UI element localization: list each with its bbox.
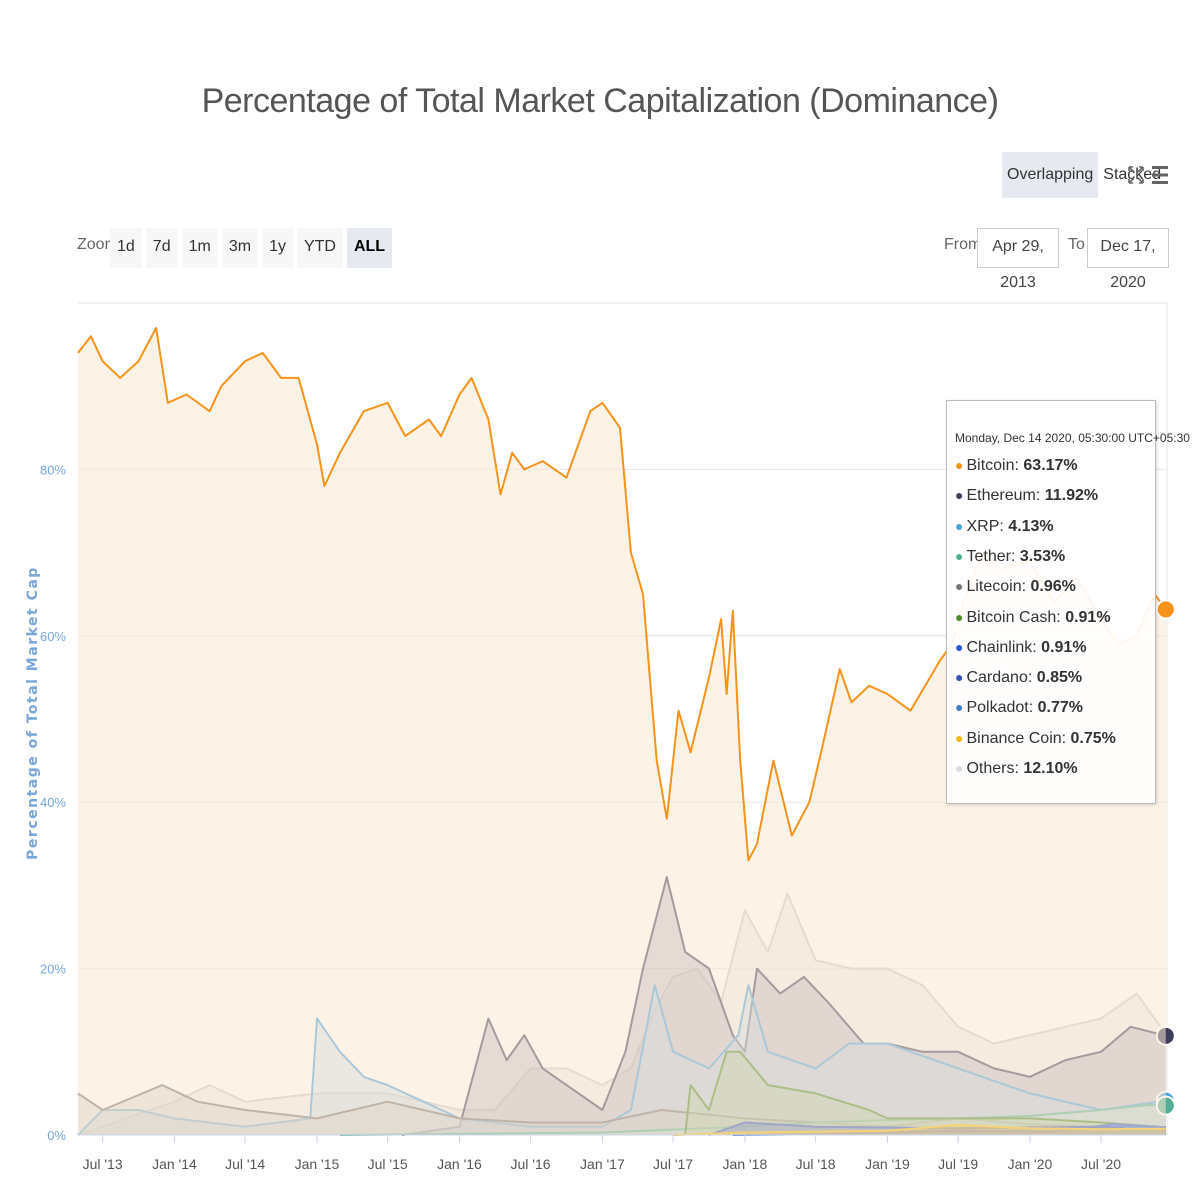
x-tick-label: Jan '18: [723, 1156, 768, 1172]
zoom-button-group: 1d 7d 1m 3m 1y YTD ALL: [110, 228, 393, 268]
tooltip-row: ● Ethereum: 11.92%: [955, 487, 1098, 505]
series-dot-icon: ●: [955, 669, 964, 686]
tooltip-row: ● Others: 12.10%: [955, 760, 1078, 778]
stacked-button[interactable]: Stacked: [1103, 166, 1162, 183]
tooltip-series-value: 0.85%: [1036, 669, 1083, 687]
tooltip-row: ● Bitcoin Cash: 0.91%: [955, 609, 1111, 627]
tooltip-series-value: 0.91%: [1041, 638, 1087, 656]
x-tick-label: Jul '17: [653, 1156, 693, 1172]
zoom-7d-button[interactable]: 7d: [145, 228, 178, 268]
series-dot-icon: ●: [955, 638, 964, 655]
y-tick-label: 40%: [40, 795, 66, 810]
series-dot-icon: ●: [955, 487, 964, 504]
series-dot-icon: ●: [955, 608, 964, 625]
tooltip-row: ● Litecoin: 0.96%: [955, 578, 1076, 596]
x-tick-label: Jul '13: [83, 1156, 123, 1172]
tooltip-series-name: Chainlink:: [966, 638, 1042, 656]
tooltip-series-value: 0.96%: [1030, 578, 1076, 596]
series-dot-icon: ●: [955, 578, 964, 595]
zoom-1y-button[interactable]: 1y: [262, 228, 293, 268]
y-tick-label: 20%: [40, 962, 66, 977]
tooltip-series-name: XRP:: [966, 517, 1009, 535]
fullscreen-icon[interactable]: [1126, 162, 1146, 188]
axes: 0% 20% 40% 60% 80% Jul '13 Jan '14 Jul '14 Jan '…: [40, 462, 1167, 1172]
tooltip-series-value: 0.77%: [1037, 699, 1083, 717]
y-tick-label: 60%: [40, 629, 66, 644]
series-dot-icon: ●: [955, 547, 964, 564]
series-dot-icon: ●: [955, 517, 964, 534]
tooltip-series-name: Polkadot:: [966, 699, 1038, 717]
tooltip-row: ● XRP: 4.13%: [955, 518, 1054, 536]
to-label: To: [1068, 236, 1085, 253]
tooltip-row: ● Bitcoin: 63.17%: [955, 457, 1078, 475]
x-tick-label: Jul '15: [368, 1156, 408, 1172]
bitcoin-area: [78, 328, 1166, 1135]
x-tick-label: Jul '14: [225, 1156, 265, 1172]
from-date-input[interactable]: Apr 29, 2013: [977, 228, 1059, 291]
series-dot-icon: ●: [955, 729, 964, 746]
chart-title: Percentage of Total Market Capitalizatio…: [201, 82, 999, 120]
zoom-3m-button[interactable]: 3m: [221, 228, 259, 268]
x-tick-label: Jan '19: [865, 1156, 910, 1172]
tooltip-row: ● Cardano: 0.85%: [955, 669, 1082, 687]
y-tick-label: 0%: [47, 1128, 66, 1143]
tooltip-series-value: 3.53%: [1019, 547, 1066, 565]
x-tick-label: Jan '14: [152, 1156, 197, 1172]
view-mode-toggle: Overlapping Stacked: [1002, 152, 1166, 198]
tooltip-series-value: 11.92%: [1044, 487, 1099, 505]
zoom-ytd-button[interactable]: YTD: [296, 228, 343, 268]
tooltip-row: ● Polkadot: 0.77%: [955, 699, 1083, 717]
hamburger-menu-icon[interactable]: [1150, 162, 1170, 188]
series-dot-icon: ●: [955, 760, 964, 776]
x-tick-label: Jul '19: [938, 1156, 978, 1172]
tooltip-series-value: 12.10%: [1023, 760, 1078, 777]
tooltip-series-name: Others:: [966, 760, 1024, 777]
series-areas: [77, 327, 1176, 1136]
tooltip-series-value: 0.91%: [1065, 608, 1111, 626]
tooltip-series-value: 63.17%: [1023, 457, 1078, 474]
to-date-input[interactable]: Dec 17, 2020: [1087, 228, 1169, 291]
tooltip-date: Monday, Dec 14 2020, 05:30:00 UTC+05:30: [955, 431, 1190, 445]
tooltip-row: ● Binance Coin: 0.75%: [955, 730, 1116, 748]
zoom-1d-button[interactable]: 1d: [110, 228, 142, 268]
x-tick-label: Jan '20: [1008, 1156, 1053, 1172]
overlapping-button[interactable]: Overlapping: [1002, 152, 1099, 198]
x-tick-label: Jul '18: [796, 1156, 836, 1172]
x-tick-label: Jul '16: [511, 1156, 551, 1172]
tooltip-series-name: Cardano:: [966, 669, 1037, 687]
tooltip-series-name: Tether:: [966, 547, 1020, 565]
zoom-label: Zoom: [77, 236, 118, 253]
y-tick-label: 80%: [40, 462, 66, 477]
x-tick-label: Jan '16: [437, 1156, 482, 1172]
tooltip-series-name: Ethereum:: [966, 487, 1045, 505]
tooltip: Monday, Dec 14 2020, 05:30:00 UTC+05:30 …: [946, 400, 1190, 804]
tooltip-series-name: Litecoin:: [966, 578, 1031, 596]
y-axis-label: Percentage of Total Market Cap: [25, 566, 41, 860]
series-dot-icon: ●: [955, 457, 964, 473]
tooltip-series-value: 0.75%: [1070, 729, 1116, 747]
tooltip-series-value: 4.13%: [1008, 517, 1054, 535]
tooltip-row: ● Chainlink: 0.91%: [955, 639, 1087, 657]
bitcoin-end-marker: [1155, 599, 1176, 620]
tooltip-row: ● Tether: 3.53%: [955, 548, 1065, 566]
tooltip-series-name: Binance Coin:: [966, 729, 1071, 747]
from-label: From: [944, 236, 982, 253]
zoom-all-button[interactable]: ALL: [346, 228, 393, 268]
tooltip-series-name: Bitcoin Cash:: [966, 608, 1066, 626]
zoom-1m-button[interactable]: 1m: [181, 228, 218, 268]
series-dot-icon: ●: [955, 699, 964, 716]
x-tick-label: Jan '17: [580, 1156, 625, 1172]
x-tick-label: Jul '20: [1081, 1156, 1121, 1172]
tooltip-series-name: Bitcoin:: [966, 457, 1024, 474]
x-tick-label: Jan '15: [295, 1156, 340, 1172]
